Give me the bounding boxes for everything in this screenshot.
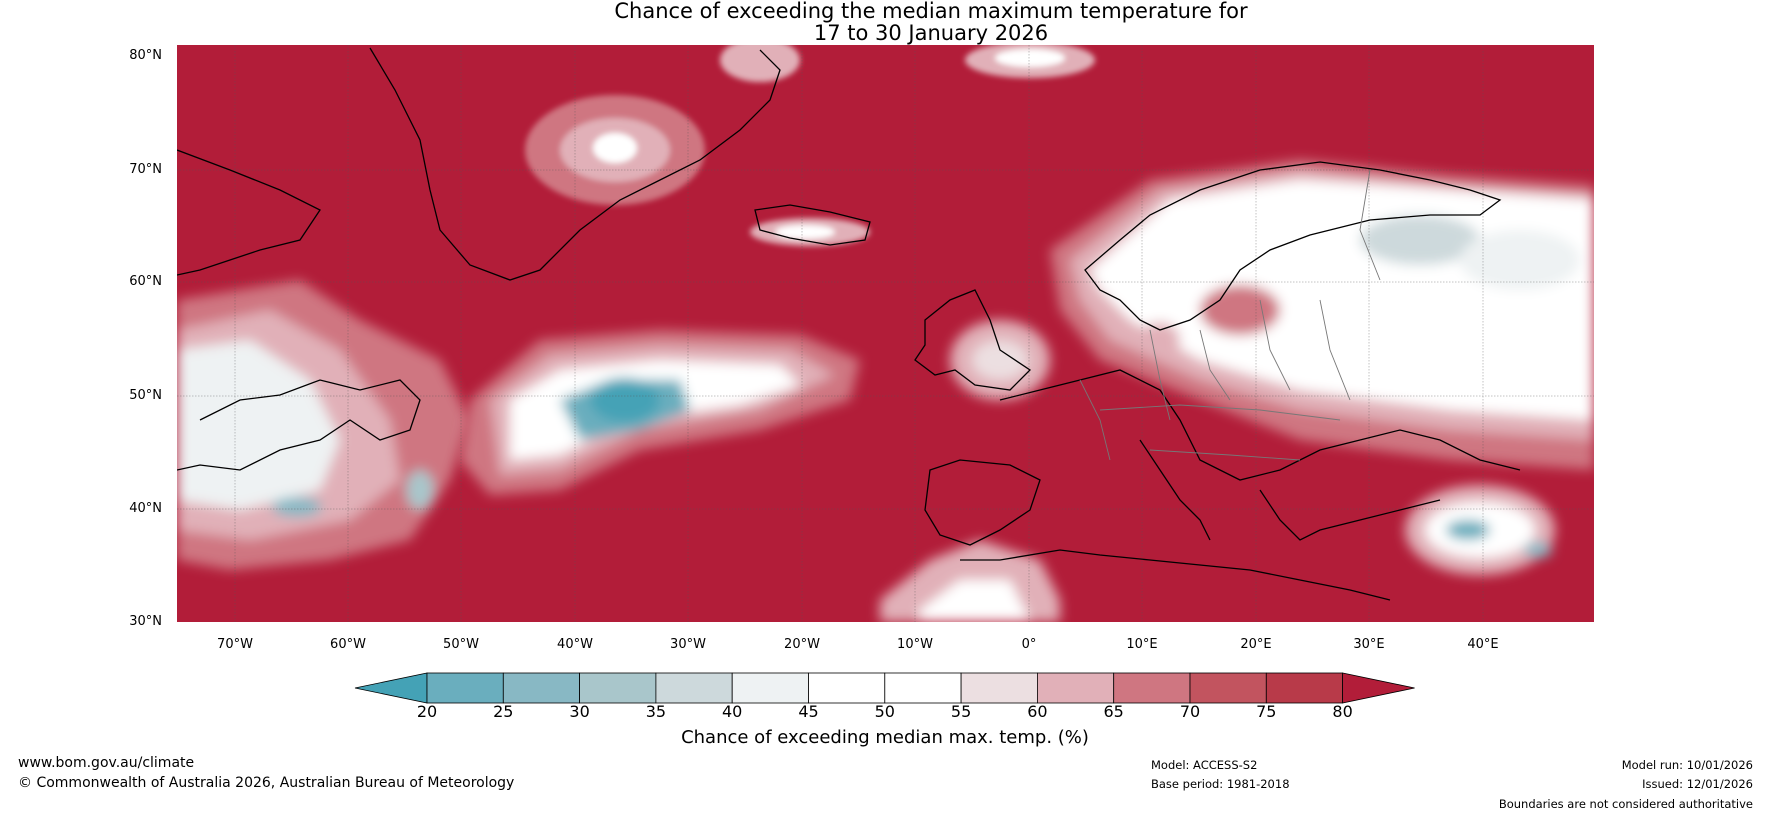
- greenland-coast: [369, 47, 781, 281]
- colorbar-segment: [884, 672, 962, 704]
- colorbar-tick-label: 75: [1256, 702, 1277, 721]
- colorbar-tick-label: 40: [722, 702, 743, 721]
- colorbar-segment: [808, 672, 886, 704]
- lat-label-30n: 30°N: [129, 614, 162, 629]
- british-isles-coast: [914, 289, 1032, 391]
- lon-label-10w: 10°W: [897, 637, 933, 652]
- colorbar-tick-label: 80: [1332, 702, 1353, 721]
- lon-label-20e: 20°E: [1240, 637, 1272, 652]
- lon-label-40w: 40°W: [557, 637, 593, 652]
- lat-label-80n: 80°N: [129, 48, 162, 63]
- graticule: [177, 45, 1594, 622]
- coastlines: [177, 47, 1521, 601]
- canada-arctic-coast: [177, 149, 321, 276]
- colorbar-segment: [1037, 672, 1115, 704]
- colorbar-segment: [731, 672, 809, 704]
- lon-label-30w: 30°W: [670, 637, 706, 652]
- colorbar-tick-label: 55: [950, 702, 972, 721]
- newfoundland-coast: [177, 379, 421, 471]
- colorbar-label: Chance of exceeding median max. temp. (%…: [681, 727, 1089, 748]
- lon-label-60w: 60°W: [330, 637, 366, 652]
- lon-label-50w: 50°W: [443, 637, 479, 652]
- scandinavia-coast: [1084, 161, 1502, 331]
- lat-label-60n: 60°N: [129, 274, 162, 289]
- footer-base-period: Base period: 1981-2018: [1151, 777, 1290, 791]
- lon-label-20w: 20°W: [784, 637, 820, 652]
- footer-issued: Issued: 12/01/2026: [1642, 777, 1753, 791]
- colorbar-tick-label: 20: [416, 702, 438, 721]
- north-africa-anomaly: [880, 540, 1060, 622]
- greece-turkey-coast: [1259, 489, 1441, 541]
- footer-model-run: Model run: 10/01/2026: [1621, 758, 1753, 772]
- colorbar-segment: [1265, 672, 1344, 704]
- lon-label-30e: 30°E: [1353, 637, 1385, 652]
- colorbar-segment: [1113, 672, 1191, 704]
- footer-copyright: © Commonwealth of Australia 2026, Austra…: [18, 775, 515, 791]
- colorbar-segment: [502, 672, 580, 704]
- middle-east-anomaly: [1405, 485, 1555, 575]
- colorbar-tick-label: 60: [1027, 702, 1048, 721]
- country-borders: [1079, 169, 1381, 461]
- colorbar-segment: [426, 672, 504, 704]
- iberia-coast: [924, 459, 1041, 546]
- footer-model: Model: ACCESS-S2: [1151, 758, 1258, 772]
- colorbar-tick-label: 65: [1103, 702, 1124, 721]
- greenland-anomaly: [525, 45, 1095, 246]
- colorbar-tick-label: 30: [569, 702, 590, 721]
- lon-label-40e: 40°E: [1467, 637, 1499, 652]
- lon-label-10e: 10°E: [1126, 637, 1158, 652]
- footer-disclaimer: Boundaries are not considered authoritat…: [1498, 797, 1753, 811]
- iceland-coast: [754, 204, 871, 246]
- atlantic-anomaly: [460, 330, 860, 495]
- europe-coast: [999, 369, 1521, 481]
- colorbar-extend-low: [354, 672, 428, 704]
- colorbar-tick-label: 25: [493, 702, 514, 721]
- lat-label-70n: 70°N: [129, 162, 162, 177]
- colorbar-segment: [655, 672, 733, 704]
- lon-label-70w: 70°W: [217, 637, 253, 652]
- colorbar-tick-label: 50: [874, 702, 895, 721]
- chart-title-line2: 17 to 30 January 2026: [813, 21, 1049, 45]
- italy-coast: [1139, 439, 1211, 541]
- colorbar-tick-label: 35: [645, 702, 667, 721]
- colorbar-segment: [579, 672, 657, 704]
- footer-website: www.bom.gov.au/climate: [18, 755, 195, 771]
- colorbar-segment: [1189, 672, 1267, 704]
- colorbar-extend-high: [1342, 672, 1415, 704]
- lon-label-0: 0°: [1021, 637, 1037, 652]
- colorbar-tick-label: 45: [798, 702, 819, 721]
- europe-anomaly: [950, 160, 1594, 470]
- colorbar-segment: [960, 672, 1038, 704]
- africa-coast: [960, 549, 1391, 601]
- colorbar-tick-label: 70: [1179, 702, 1201, 721]
- lat-label-50n: 50°N: [129, 388, 162, 403]
- lat-label-40n: 40°N: [129, 501, 162, 516]
- chart-title-line1: Chance of exceeding the median maximum t…: [614, 0, 1248, 23]
